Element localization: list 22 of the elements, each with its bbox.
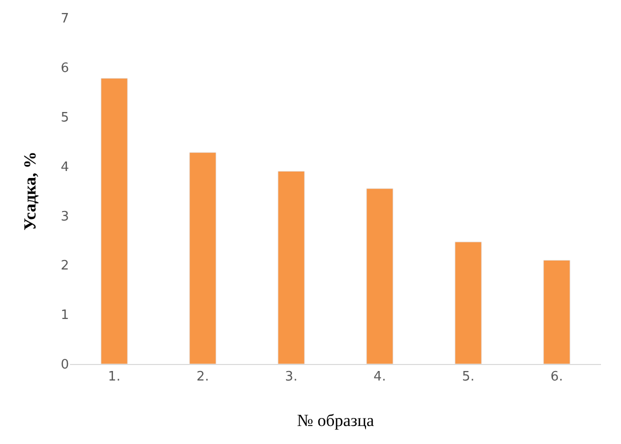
y-tick-label: 4 — [60, 160, 69, 175]
bar — [543, 260, 570, 364]
bar — [100, 78, 128, 364]
y-axis-title: Усадка, % — [20, 151, 40, 231]
y-tick-label: 1 — [60, 308, 69, 324]
x-tick-label: 4. — [374, 370, 386, 385]
x-tick-label: 3. — [285, 370, 298, 385]
x-axis-title: № образца — [296, 411, 374, 430]
x-tick-label: 2. — [196, 370, 209, 385]
y-tick-label: 3 — [60, 209, 69, 224]
y-tick-label: 6 — [60, 60, 69, 76]
y-tick-label: 0 — [60, 358, 69, 373]
bar — [454, 242, 482, 364]
x-tick-label: 6. — [550, 370, 563, 385]
bar — [366, 188, 394, 364]
bar — [189, 152, 216, 364]
y-tick-label: 2 — [60, 258, 69, 274]
y-tick-label: 5 — [60, 110, 69, 126]
x-tick-label: 1. — [108, 370, 120, 385]
bar — [278, 170, 305, 364]
y-tick-label: 7 — [60, 12, 69, 27]
x-tick-label: 5. — [462, 370, 474, 385]
